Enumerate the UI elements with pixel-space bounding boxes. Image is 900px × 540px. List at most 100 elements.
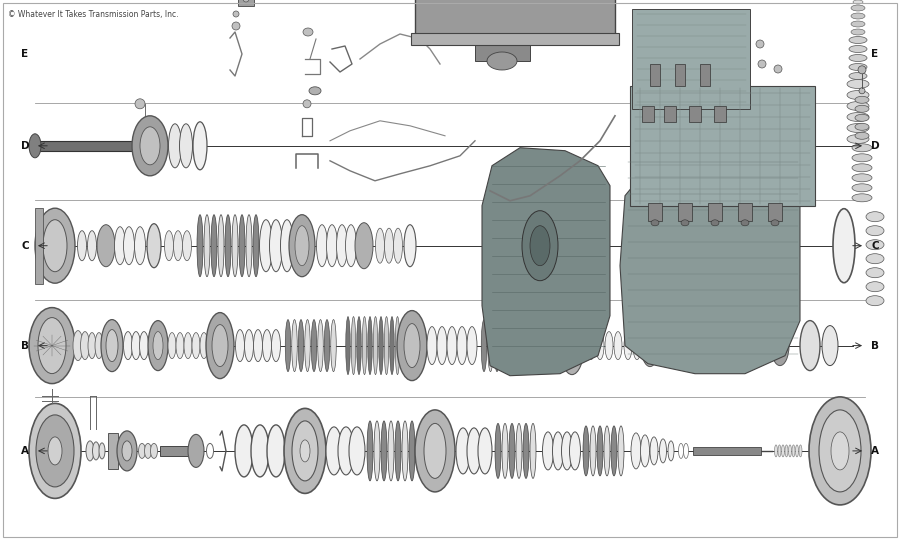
Ellipse shape: [338, 427, 354, 475]
Ellipse shape: [384, 228, 393, 263]
Ellipse shape: [200, 333, 208, 359]
Bar: [648, 203, 662, 221]
Ellipse shape: [225, 215, 231, 276]
Ellipse shape: [337, 225, 347, 267]
Ellipse shape: [362, 316, 367, 375]
Bar: [630, 86, 815, 206]
Ellipse shape: [590, 426, 596, 476]
Ellipse shape: [212, 325, 228, 367]
Bar: [693, 447, 761, 455]
Ellipse shape: [99, 443, 105, 459]
Ellipse shape: [855, 132, 869, 139]
Ellipse shape: [168, 124, 182, 168]
Ellipse shape: [317, 225, 328, 267]
Ellipse shape: [269, 220, 283, 272]
Ellipse shape: [679, 443, 683, 458]
Ellipse shape: [514, 320, 519, 372]
Ellipse shape: [148, 321, 168, 370]
Ellipse shape: [236, 329, 245, 362]
Ellipse shape: [232, 215, 238, 276]
Ellipse shape: [375, 228, 384, 263]
Ellipse shape: [211, 215, 217, 276]
Ellipse shape: [866, 282, 884, 292]
Ellipse shape: [106, 329, 118, 362]
Ellipse shape: [404, 323, 420, 368]
Ellipse shape: [542, 332, 550, 360]
Ellipse shape: [318, 320, 323, 372]
Ellipse shape: [153, 332, 163, 360]
Ellipse shape: [140, 332, 148, 360]
Ellipse shape: [855, 114, 869, 122]
Ellipse shape: [404, 225, 416, 267]
Ellipse shape: [409, 421, 415, 481]
Ellipse shape: [523, 423, 529, 478]
Ellipse shape: [530, 423, 536, 478]
Ellipse shape: [633, 332, 641, 360]
Ellipse shape: [631, 433, 641, 469]
Ellipse shape: [859, 88, 865, 94]
Ellipse shape: [822, 326, 838, 366]
Ellipse shape: [179, 124, 193, 168]
Ellipse shape: [756, 40, 764, 48]
Ellipse shape: [427, 327, 437, 364]
Ellipse shape: [204, 215, 210, 276]
Polygon shape: [620, 146, 800, 374]
Ellipse shape: [367, 421, 373, 481]
Ellipse shape: [660, 439, 667, 463]
Ellipse shape: [206, 313, 234, 379]
Ellipse shape: [858, 66, 866, 74]
Ellipse shape: [147, 224, 161, 268]
Bar: [415, 0, 615, 39]
Ellipse shape: [331, 320, 337, 372]
Bar: [642, 106, 654, 122]
Ellipse shape: [781, 445, 785, 457]
Ellipse shape: [123, 332, 132, 360]
Ellipse shape: [611, 426, 617, 476]
Ellipse shape: [775, 445, 778, 457]
Ellipse shape: [311, 320, 317, 372]
Ellipse shape: [402, 421, 408, 481]
Ellipse shape: [851, 13, 865, 19]
Bar: [35, 208, 43, 284]
Text: E: E: [871, 49, 878, 59]
Ellipse shape: [487, 52, 517, 70]
Ellipse shape: [35, 208, 75, 283]
Ellipse shape: [139, 443, 146, 458]
Ellipse shape: [165, 231, 174, 261]
Ellipse shape: [29, 403, 81, 498]
Ellipse shape: [174, 231, 183, 261]
Ellipse shape: [494, 320, 500, 372]
Ellipse shape: [605, 332, 613, 360]
Ellipse shape: [36, 415, 74, 487]
Ellipse shape: [866, 212, 884, 222]
Ellipse shape: [259, 220, 273, 272]
Ellipse shape: [852, 144, 872, 152]
Ellipse shape: [86, 441, 94, 461]
Ellipse shape: [183, 231, 192, 261]
Ellipse shape: [641, 435, 650, 467]
Ellipse shape: [852, 154, 872, 162]
Ellipse shape: [847, 91, 869, 99]
Ellipse shape: [168, 333, 176, 359]
Bar: [738, 203, 752, 221]
Ellipse shape: [349, 427, 365, 475]
Ellipse shape: [543, 432, 553, 470]
Ellipse shape: [855, 96, 869, 103]
Ellipse shape: [184, 333, 192, 359]
Ellipse shape: [552, 332, 560, 360]
Ellipse shape: [101, 320, 123, 372]
Ellipse shape: [206, 443, 213, 458]
Ellipse shape: [395, 316, 400, 375]
Ellipse shape: [495, 423, 501, 478]
Ellipse shape: [150, 443, 158, 458]
Ellipse shape: [624, 332, 632, 360]
Ellipse shape: [847, 112, 869, 122]
Ellipse shape: [48, 437, 62, 465]
Text: B: B: [21, 341, 29, 350]
Ellipse shape: [346, 316, 350, 375]
Bar: [689, 106, 701, 122]
Ellipse shape: [553, 432, 563, 470]
Ellipse shape: [587, 332, 595, 360]
Ellipse shape: [305, 320, 310, 372]
Ellipse shape: [135, 99, 145, 109]
